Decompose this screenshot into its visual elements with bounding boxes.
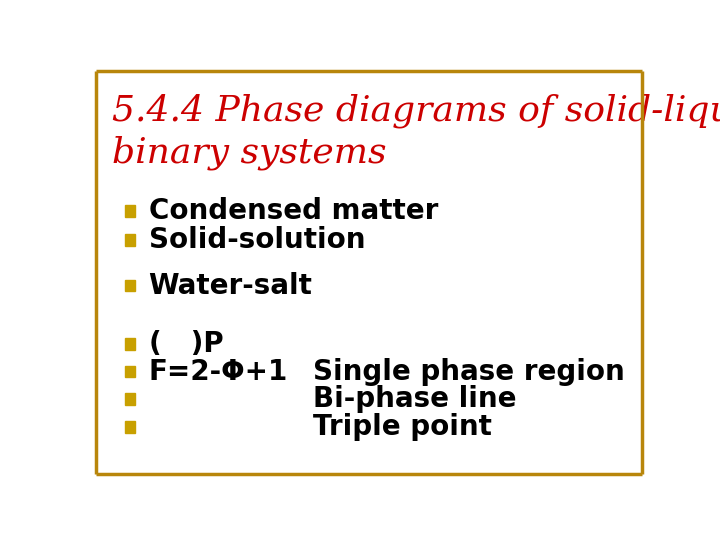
Bar xyxy=(125,366,135,377)
Text: Condensed matter: Condensed matter xyxy=(148,197,438,225)
Bar xyxy=(125,205,135,217)
Bar xyxy=(125,234,135,246)
Bar xyxy=(125,338,135,349)
Text: Single phase region: Single phase region xyxy=(313,357,625,386)
Text: F=2-Φ+1: F=2-Φ+1 xyxy=(148,357,288,386)
Text: Bi-phase line: Bi-phase line xyxy=(313,385,517,413)
Bar xyxy=(125,421,135,433)
Text: Solid-solution: Solid-solution xyxy=(148,226,365,254)
Text: Water-salt: Water-salt xyxy=(148,272,312,300)
Text: Triple point: Triple point xyxy=(313,413,492,441)
Text: 5.4.4 Phase diagrams of solid-liquid
binary systems: 5.4.4 Phase diagrams of solid-liquid bin… xyxy=(112,94,720,170)
Text: (   )P: ( )P xyxy=(148,330,223,358)
Bar xyxy=(125,393,135,405)
Bar xyxy=(125,280,135,292)
